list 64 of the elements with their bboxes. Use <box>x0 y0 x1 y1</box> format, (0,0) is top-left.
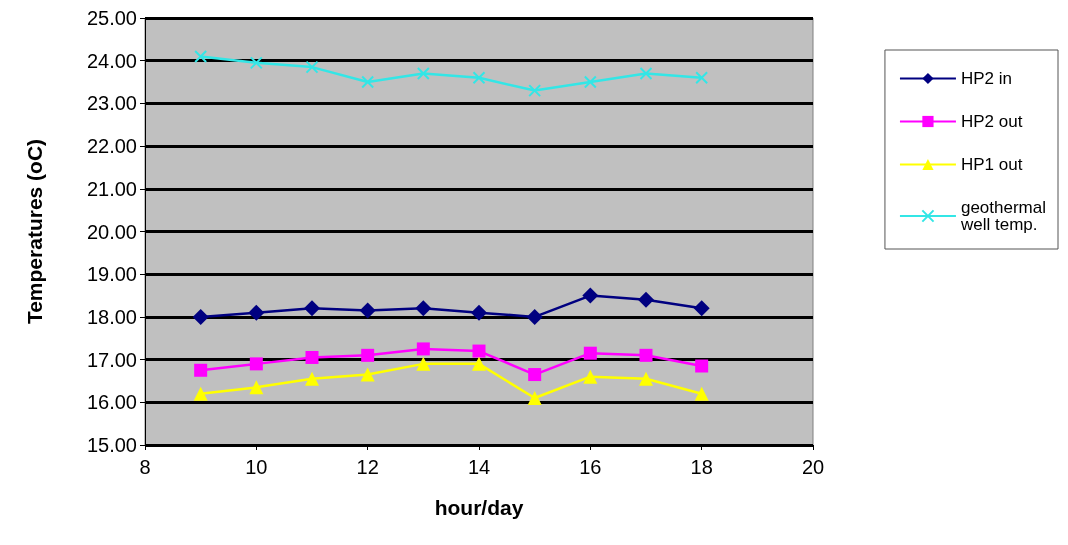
y-axis-title: Temperatures (oC) <box>23 138 46 325</box>
legend-label: HP2 out <box>960 112 1023 131</box>
point <box>359 302 376 319</box>
y-tick-label: 24.00 <box>86 49 137 72</box>
point <box>472 71 486 85</box>
point <box>248 304 265 321</box>
y-tick-label: 19.00 <box>86 263 137 286</box>
point <box>528 368 542 382</box>
point <box>194 363 208 377</box>
point <box>361 75 375 89</box>
legend-label: geothermal well temp. <box>959 198 1047 234</box>
y-tick-label: 16.00 <box>86 391 137 414</box>
point <box>638 291 654 308</box>
x-tick-label: 10 <box>245 456 268 478</box>
y-tick-label: 23.00 <box>86 92 137 115</box>
point <box>528 84 542 98</box>
y-tick-label: 25.00 <box>86 7 137 29</box>
point <box>527 391 542 406</box>
point <box>472 344 486 358</box>
point <box>249 56 263 70</box>
x-tick-label: 16 <box>579 456 602 478</box>
point <box>249 357 263 371</box>
point <box>526 308 543 325</box>
y-tick-label: 15.00 <box>86 434 137 456</box>
point <box>693 300 710 317</box>
x-tick-label: 8 <box>139 456 151 478</box>
point <box>583 369 598 384</box>
x-tick-label: 20 <box>801 456 825 478</box>
point <box>249 380 264 395</box>
point <box>193 386 208 401</box>
point <box>639 348 653 362</box>
point <box>472 356 486 371</box>
point <box>304 300 320 317</box>
x-tick-label: 14 <box>467 456 491 478</box>
y-tick-label: 17.00 <box>86 348 137 371</box>
point <box>415 300 432 317</box>
legend-label: HP1 out <box>960 155 1023 174</box>
point <box>582 287 599 304</box>
point <box>583 346 597 360</box>
y-tick-label: 20.00 <box>86 220 137 243</box>
y-tick-label: 21.00 <box>86 177 137 200</box>
point <box>416 67 430 81</box>
point <box>416 356 431 371</box>
point <box>305 371 319 386</box>
x-tick-label: 18 <box>690 456 713 478</box>
point <box>305 60 319 74</box>
x-tick-label: 12 <box>356 456 379 478</box>
point <box>416 342 430 356</box>
point <box>471 304 487 321</box>
point <box>305 350 319 364</box>
y-tick-label: 22.00 <box>86 135 137 158</box>
point <box>360 367 375 382</box>
x-axis-title: hour/day <box>434 496 524 519</box>
legend-label: HP2 in <box>960 69 1012 88</box>
point <box>583 75 597 89</box>
point <box>639 67 653 81</box>
y-tick-label: 18.00 <box>86 305 137 328</box>
point <box>695 71 709 85</box>
point <box>192 308 209 325</box>
point <box>695 359 709 373</box>
point <box>361 348 375 362</box>
point <box>639 371 653 386</box>
point <box>694 386 709 401</box>
point <box>194 49 208 63</box>
